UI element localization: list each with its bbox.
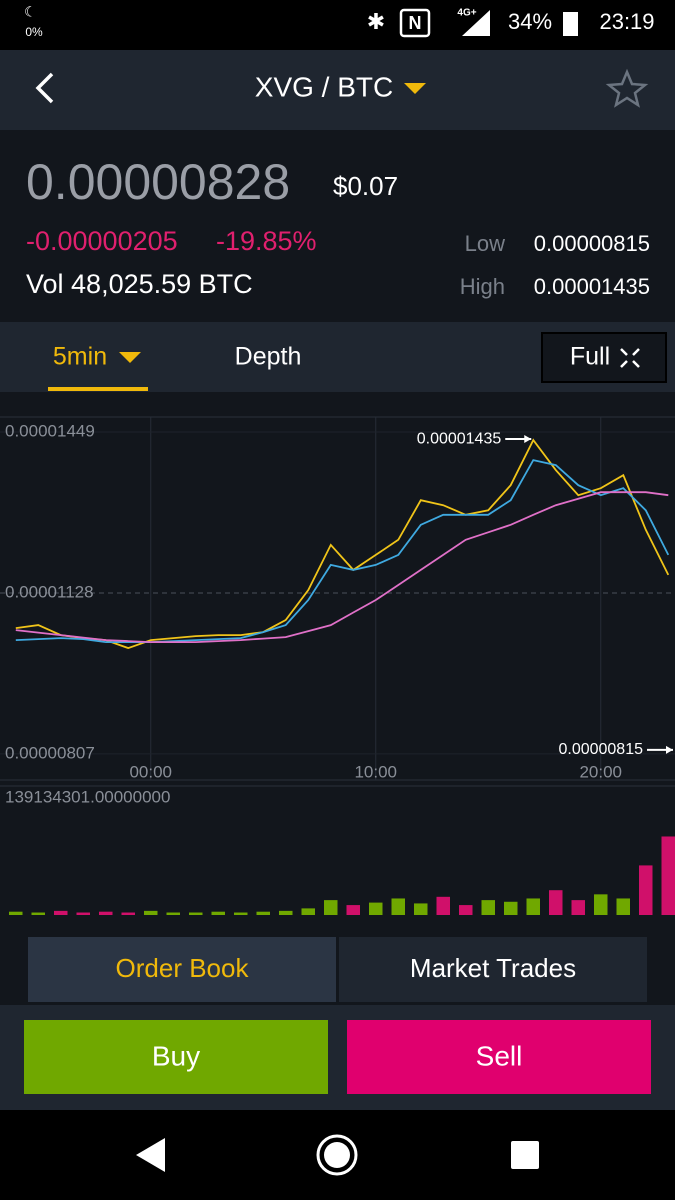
volume-bar: [481, 900, 495, 915]
favorite-button[interactable]: [605, 68, 649, 108]
price-chart: 00:00 10:00 20:00 0.00001449 0.00001128 0.000…: [0, 416, 675, 915]
full-label[interactable]: Full: [570, 343, 610, 371]
market-trades-label[interactable]: Market Trades: [410, 953, 576, 983]
x-tick-label: 20:00: [579, 762, 622, 781]
battery-icon: [563, 12, 578, 36]
volume-bar: [346, 905, 360, 915]
battery-pct: 34%: [508, 9, 552, 34]
volume-bar: [526, 898, 540, 915]
full-button[interactable]: [541, 332, 667, 383]
volume-bar: [369, 902, 383, 915]
sell-button[interactable]: [347, 1020, 651, 1094]
volume-bar: [504, 901, 518, 915]
volume-bar: [639, 865, 653, 915]
high-value: 0.00001435: [534, 274, 650, 299]
header-bar: [0, 50, 675, 130]
network-type: 4G+: [457, 8, 476, 19]
bluetooth-icon: ✱: [367, 9, 385, 34]
volume-bar: [31, 912, 45, 915]
order-book-tab[interactable]: [28, 937, 336, 1002]
low-label: Low: [465, 231, 505, 256]
low-value: 0.00000815: [534, 231, 650, 256]
nav-home-dot: [324, 1142, 350, 1168]
volume-bar: [436, 896, 450, 915]
volume-bar: [76, 912, 90, 915]
buy-label[interactable]: Buy: [152, 1040, 200, 1071]
market-trades-tab[interactable]: [339, 937, 647, 1002]
interval-dropdown[interactable]: [119, 352, 141, 363]
tab-underline: [48, 387, 148, 391]
marker-label: 0.00000815: [558, 741, 643, 758]
high-label: High: [460, 274, 505, 299]
signal-icon: [462, 10, 490, 36]
volume-bar: [121, 912, 135, 915]
volume-bar: [9, 911, 23, 915]
volume-bar: [661, 836, 675, 915]
ma-line: [15, 491, 669, 643]
last-price: 0.00000828: [26, 154, 290, 210]
x-tick-label: 00:00: [129, 762, 172, 781]
night-pct: 0%: [25, 25, 43, 39]
volume: Vol 48,025.59 BTC: [26, 269, 253, 299]
nav-back[interactable]: [136, 1138, 165, 1172]
volume-bar: [279, 910, 293, 915]
volume-bar: [256, 911, 270, 915]
volume-bar: [99, 911, 113, 915]
buy-button[interactable]: [24, 1020, 328, 1094]
volume-bar: [549, 890, 563, 915]
price-change: -0.00000205: [26, 226, 178, 256]
interval-tab[interactable]: 5min: [53, 343, 107, 371]
volume-bar: [234, 912, 248, 915]
nfc-icon: [399, 8, 431, 38]
marker-arrowhead: [666, 745, 673, 754]
full-icon: [620, 348, 640, 368]
y-tick-label: 0.00000807: [5, 743, 95, 762]
order-book-label[interactable]: Order Book: [116, 953, 250, 983]
status-bar: [0, 0, 675, 50]
volume-bar: [301, 908, 315, 915]
volume-bar: [166, 912, 180, 915]
nav-home[interactable]: [316, 1134, 358, 1176]
volume-bar: [54, 910, 68, 915]
ma-line: [15, 438, 670, 650]
usd-price: $0.07: [333, 171, 398, 201]
y-tick-label: 0.00001128: [5, 582, 94, 601]
volume-bar: [459, 905, 473, 915]
nav-recents[interactable]: [511, 1141, 539, 1169]
volume-max-label: 139134301.00000000: [5, 787, 170, 806]
depth-tab[interactable]: Depth: [235, 343, 302, 371]
price-change-pct: -19.85%: [216, 226, 317, 256]
volume-bar: [594, 894, 608, 915]
y-tick-label: 0.00001449: [5, 422, 95, 441]
chart-panel: [0, 392, 675, 918]
night-icon: ☾: [24, 4, 37, 20]
clock: 23:19: [599, 9, 654, 34]
marker-label: 0.00001435: [417, 430, 502, 447]
marker-arrowhead: [524, 435, 532, 444]
ticker-panel: [0, 130, 675, 322]
ma-line: [15, 459, 670, 643]
volume-bar: [211, 911, 225, 915]
volume-bar: [324, 900, 338, 915]
volume-bar: [189, 912, 203, 915]
pair-dropdown[interactable]: [404, 83, 426, 94]
pair-title[interactable]: XVG / BTC: [255, 71, 393, 102]
volume-bar: [616, 898, 630, 915]
nfc-letter: N: [409, 13, 422, 33]
volume-bar: [414, 903, 428, 915]
volume-bar: [571, 900, 585, 915]
sell-label[interactable]: Sell: [476, 1040, 523, 1071]
x-tick-label: 10:00: [354, 762, 397, 781]
back-button[interactable]: [35, 72, 54, 104]
volume-bar: [391, 898, 405, 915]
volume-bar: [144, 910, 158, 915]
